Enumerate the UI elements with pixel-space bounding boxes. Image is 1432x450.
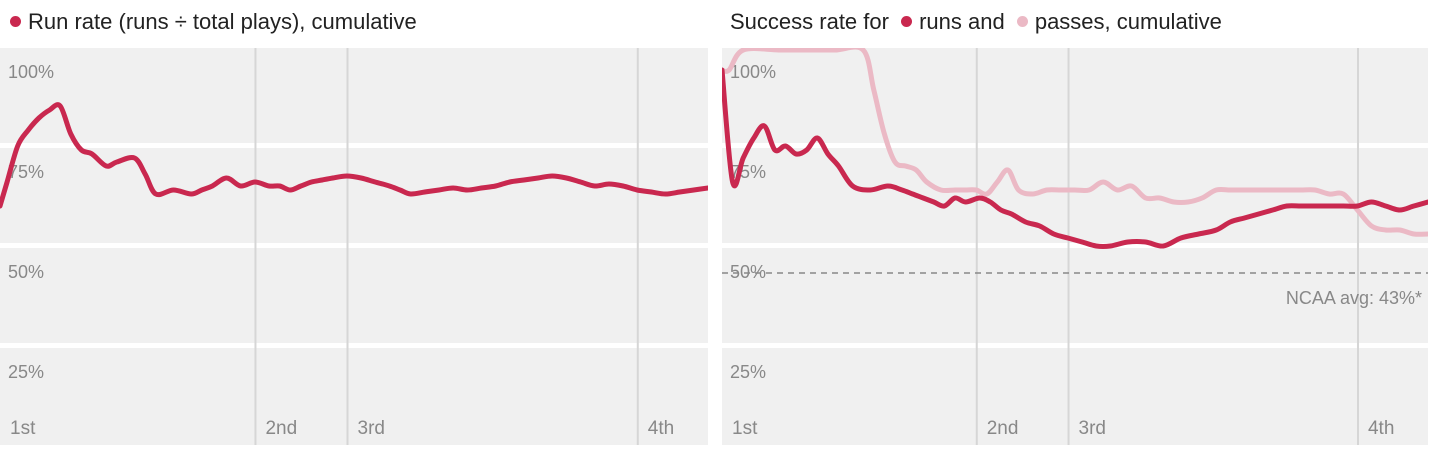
y-tick-label: 25% bbox=[8, 362, 44, 382]
runs-series-line bbox=[0, 102, 708, 209]
runs-series-line bbox=[722, 67, 1428, 250]
band-3 bbox=[0, 248, 708, 343]
passes-series-line bbox=[722, 48, 1428, 237]
success-rate-title-prefix: Success rate for bbox=[730, 9, 889, 35]
run-rate-panel: Run rate (runs ÷ total plays), cumulativ… bbox=[0, 0, 712, 450]
y-tick-label: 75% bbox=[8, 162, 44, 182]
x-tick-label: 3rd bbox=[1079, 418, 1106, 439]
band-3 bbox=[722, 248, 1428, 343]
band-1 bbox=[722, 48, 1428, 143]
runs-legend-dot bbox=[10, 15, 21, 27]
success-rate-panel: Success rate for runs and passes, cumula… bbox=[722, 0, 1432, 450]
band-2 bbox=[722, 148, 1428, 243]
passes-legend-dot bbox=[1016, 15, 1028, 27]
x-tick-label: 2nd bbox=[987, 418, 1019, 439]
runs-legend-label: runs and bbox=[919, 9, 1005, 35]
y-tick-label: 50% bbox=[730, 262, 766, 282]
background-bands bbox=[0, 48, 708, 445]
x-tick-label: 2nd bbox=[265, 418, 297, 439]
ncaa-average-label: NCAA avg: 43%* bbox=[1286, 288, 1422, 308]
background-bands bbox=[722, 48, 1428, 445]
quarter-gridlines bbox=[975, 48, 1359, 445]
run-rate-chart: 100% 75% 50% 25% 1st 2nd 3rd 4th bbox=[0, 48, 708, 445]
band-2 bbox=[0, 148, 708, 243]
run-rate-title: Run rate (runs ÷ total plays), cumulativ… bbox=[8, 6, 417, 37]
y-tick-label: 100% bbox=[8, 62, 54, 82]
quarter-gridlines bbox=[254, 48, 639, 445]
success-rate-title: Success rate for runs and passes, cumula… bbox=[730, 6, 1222, 37]
passes-legend-label: passes, cumulative bbox=[1034, 9, 1222, 35]
x-tick-label: 4th bbox=[648, 418, 674, 439]
x-tick-label: 1st bbox=[10, 418, 36, 439]
y-tick-label: 25% bbox=[730, 362, 766, 382]
band-1 bbox=[0, 48, 708, 143]
band-4 bbox=[722, 348, 1428, 445]
runs-legend-dot bbox=[901, 15, 913, 27]
run-rate-title-text: Run rate (runs ÷ total plays), cumulativ… bbox=[28, 9, 417, 35]
x-tick-label: 3rd bbox=[358, 418, 385, 439]
x-tick-label: 4th bbox=[1368, 418, 1394, 439]
y-tick-label: 100% bbox=[730, 62, 776, 82]
band-4 bbox=[0, 348, 708, 445]
x-tick-label: 1st bbox=[732, 418, 758, 439]
y-tick-label: 50% bbox=[8, 262, 44, 282]
